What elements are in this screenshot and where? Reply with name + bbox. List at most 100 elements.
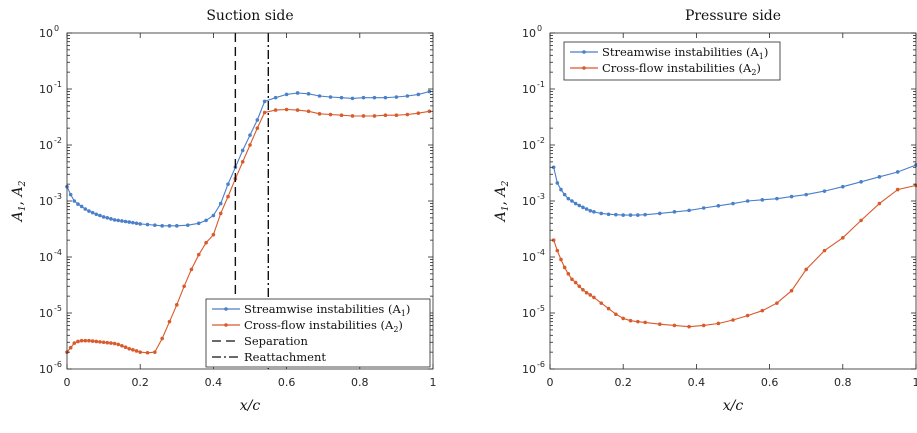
y-tick-exponent: -2 [54, 136, 62, 145]
streamwise-data-point [317, 94, 322, 98]
streamwise-data-point [123, 219, 128, 224]
streamwise-data-point [745, 199, 750, 203]
streamwise-data-point [90, 210, 95, 215]
streamwise-data-point [701, 206, 706, 210]
streamwise-data-point [775, 196, 779, 201]
y-tick-label: 10 [522, 195, 536, 208]
streamwise-data-point [621, 213, 625, 217]
streamwise-data-point [127, 220, 132, 224]
crossflow-data-point [427, 109, 432, 114]
x-tick-label: 0.2 [131, 376, 149, 389]
y-tick-label: 10 [522, 251, 536, 264]
streamwise-data-point [145, 222, 150, 227]
streamwise-data-point [109, 217, 113, 221]
crossflow-data-point [416, 111, 421, 115]
streamwise-data-point [339, 95, 344, 100]
crossflow-data-point [328, 112, 333, 117]
y-tick-exponent: -5 [54, 304, 62, 313]
streamwise-data-point [185, 223, 190, 227]
crossflow-data-point [211, 232, 216, 237]
streamwise-data-point [628, 213, 633, 217]
x-tick-label: 0 [547, 376, 554, 389]
streamwise-data-point [760, 198, 765, 202]
streamwise-data-point [570, 199, 574, 203]
streamwise-data-point [87, 209, 91, 213]
streamwise-data-point [588, 208, 593, 213]
crossflow-data-point [606, 306, 611, 311]
streamwise-data-point [383, 95, 388, 100]
streamwise-data-point [83, 207, 88, 211]
streamwise-data-point [822, 189, 827, 193]
crossflow-data-point [226, 194, 230, 199]
streamwise-data-point [120, 219, 124, 223]
crossflow-data-point [877, 201, 882, 206]
x-tick-label: 0.6 [761, 376, 779, 389]
streamwise-data-point [240, 148, 245, 153]
streamwise-data-point [599, 211, 604, 216]
streamwise-data-point [394, 95, 399, 99]
crossflow-data-point [204, 240, 208, 245]
streamwise-data-point [372, 95, 377, 100]
streamwise-data-point [859, 180, 863, 184]
legend-label: Separation [244, 334, 308, 348]
crossflow-data-point [240, 160, 245, 164]
y-tick-exponent: -4 [54, 248, 62, 257]
y-tick-exponent: 0 [54, 24, 59, 33]
streamwise-data-point [562, 192, 567, 197]
crossflow-data-point [109, 341, 113, 345]
streamwise-data-point [555, 181, 560, 185]
streamwise-data-point [204, 218, 208, 223]
streamwise-data-point [416, 92, 421, 97]
crossflow-data-point [372, 114, 377, 118]
streamwise-data-point [584, 207, 589, 211]
crossflow-data-point [581, 287, 585, 292]
streamwise-data-point [255, 118, 260, 122]
crossflow-data-point [153, 350, 157, 354]
crossflow-data-point [295, 108, 300, 112]
crossflow-data-point [196, 252, 201, 257]
legend-box [563, 41, 781, 81]
streamwise-data-point [116, 218, 121, 223]
streamwise-data-point [573, 201, 578, 206]
crossflow-data-point [145, 350, 150, 355]
crossflow-data-point [628, 318, 633, 323]
y-tick-label: 10 [39, 83, 53, 96]
streamwise-data-point [559, 187, 563, 192]
crossflow-data-point [592, 295, 596, 300]
crossflow-data-point [636, 319, 640, 324]
streamwise-data-point [295, 91, 300, 95]
y-tick-exponent: -5 [537, 304, 545, 313]
crossflow-data-point [350, 114, 355, 118]
streamwise-data-point [581, 205, 585, 210]
y-tick-label: 10 [39, 195, 53, 208]
streamwise-data-point [672, 210, 677, 214]
streamwise-data-point [273, 95, 278, 100]
x-tick-label: 0.4 [688, 376, 706, 389]
crossflow-data-point [895, 187, 900, 192]
crossflow-data-point [138, 350, 142, 354]
chart-title: Suction side [206, 8, 293, 24]
streamwise-data-point [566, 196, 571, 201]
crossflow-data-point [859, 218, 863, 223]
y-tick-exponent: -1 [537, 80, 545, 89]
crossflow-data-point [120, 343, 124, 348]
legend-marker [224, 307, 228, 311]
crossflow-data-point [90, 339, 95, 343]
crossflow-data-point [72, 341, 77, 345]
crossflow-data-point [273, 108, 278, 112]
streamwise-data-point [167, 224, 172, 228]
y-tick-exponent: -3 [54, 192, 62, 201]
crossflow-data-point [745, 313, 750, 318]
streamwise-data-point [134, 221, 139, 226]
y-tick-exponent: -4 [537, 248, 545, 257]
crossflow-data-point [562, 265, 567, 270]
x-tick-label: 0.8 [834, 376, 852, 389]
crossflow-data-point [383, 113, 388, 118]
streamwise-data-point [160, 224, 164, 228]
y-tick-label: 10 [39, 251, 53, 264]
x-axis-label: x/c [240, 398, 261, 414]
y-tick-label: 10 [522, 363, 536, 376]
crossflow-data-point [189, 267, 194, 272]
x-tick-label: 0.8 [351, 376, 369, 389]
